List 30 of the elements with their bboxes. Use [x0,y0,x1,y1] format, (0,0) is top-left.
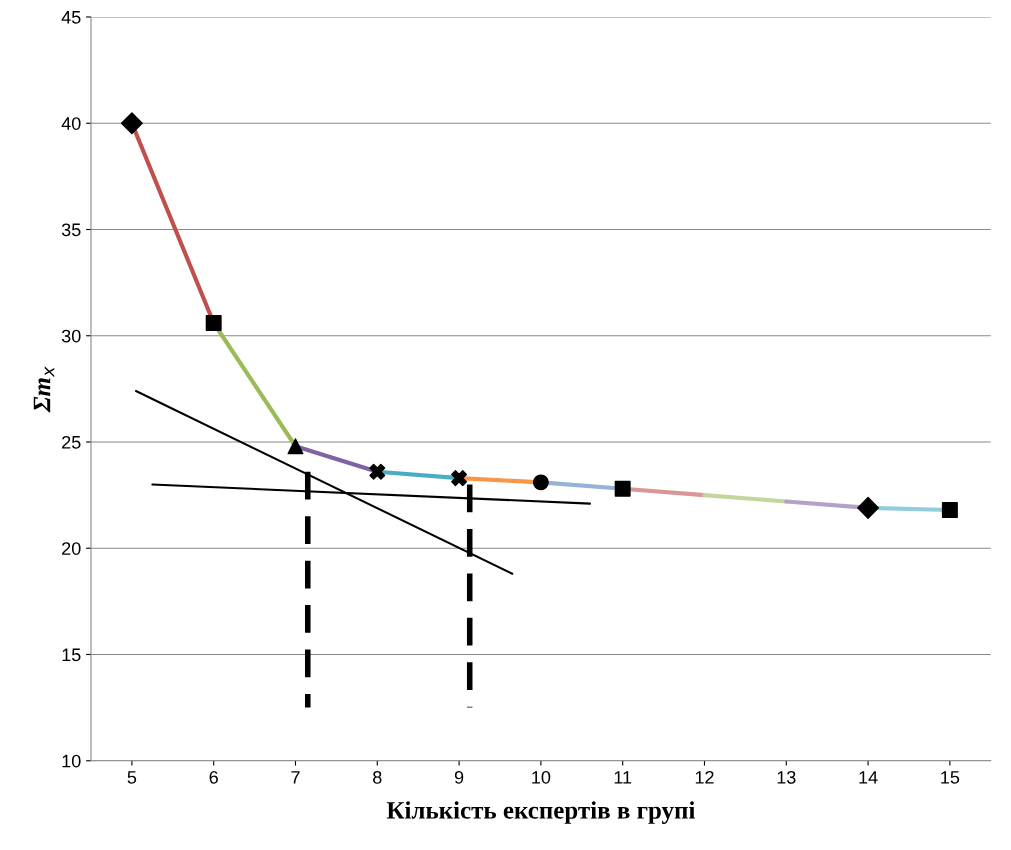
point [614,480,631,497]
x-tick-label: 6 [209,770,218,784]
y-tick-label: 20 [62,542,81,555]
point [120,112,143,135]
y-tick-label: 15 [62,648,81,662]
point [532,474,549,491]
x-tick-label: 13 [777,770,796,784]
y-tick-label: 25 [62,435,81,449]
y-tick-label: 10 [62,754,81,768]
point [857,496,880,519]
x-tick-label: 12 [695,770,714,784]
x-tick-label: 7 [291,771,300,784]
y-tick-label: 35 [61,223,81,237]
x-tick-label: 10 [532,770,551,784]
y-tick-label: 30 [61,329,81,343]
x-tick-label: 5 [127,771,137,784]
x-tick-label: 15 [941,771,960,784]
y-axis-title: Σm$_{x}$ [33,366,55,413]
point [369,463,386,480]
point [205,315,222,331]
x-axis-title: Кількість експертів в групі [386,801,696,824]
x-tick-label: 11 [614,771,632,784]
point [287,438,304,455]
point [941,502,958,518]
point [451,470,468,487]
x-tick-label: 8 [373,770,382,784]
x-tick-label: 9 [454,770,464,784]
y-tick-label: 45 [61,11,81,24]
y-tick-label: 40 [61,117,81,130]
x-tick-label: 14 [859,771,878,784]
